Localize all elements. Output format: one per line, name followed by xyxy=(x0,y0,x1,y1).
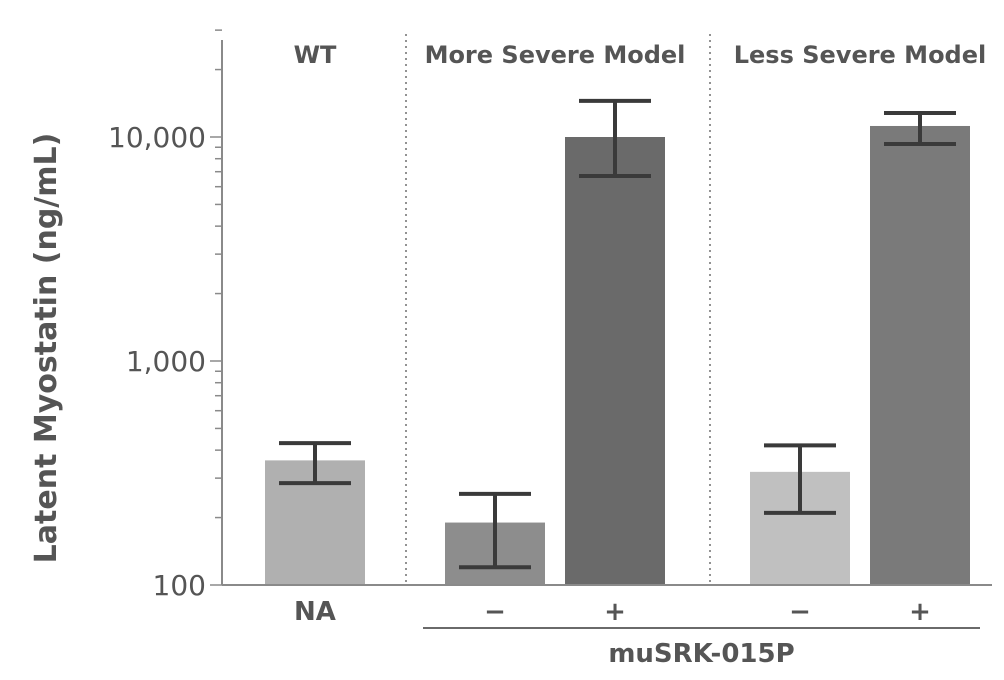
y-tick-label: 10,000 xyxy=(108,121,206,154)
x-tick-label-3: + xyxy=(604,597,626,627)
x-tick-label-2: − xyxy=(484,597,506,627)
bar-5 xyxy=(870,125,970,586)
y-axis-label: Latent Myostatin (ng/mL) xyxy=(29,133,64,564)
treatment-label: muSRK-015P xyxy=(608,639,794,669)
x-tick-label-1: NA xyxy=(294,597,336,627)
group-title-3: Less Severe Model xyxy=(734,41,987,69)
bar-3 xyxy=(565,137,665,585)
group-title-1: WT xyxy=(294,41,337,69)
y-tick-label: 1,000 xyxy=(126,345,206,378)
y-tick-label: 100 xyxy=(153,569,206,602)
x-tick-label-4: − xyxy=(789,597,811,627)
x-tick-label-5: + xyxy=(909,597,931,627)
group-title-2: More Severe Model xyxy=(425,41,686,69)
